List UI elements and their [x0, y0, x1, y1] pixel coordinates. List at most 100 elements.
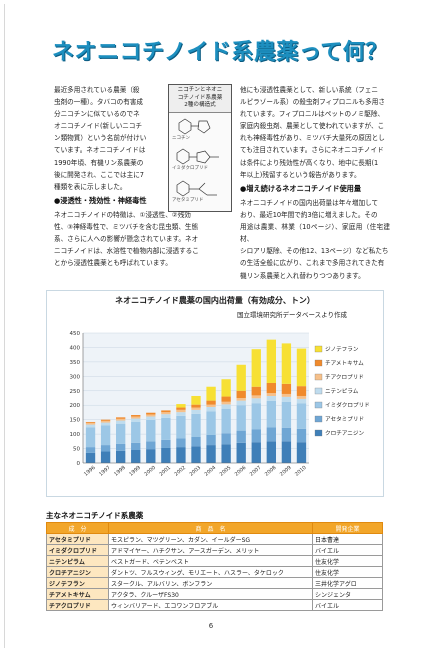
right-paragraph-2-line: 用途は農業、林業（10ページ）、家庭用（住宅建材、	[240, 223, 390, 244]
cell-company: バイエル	[312, 599, 383, 611]
bar-segment	[100, 451, 111, 463]
figure-title-line: ニコチンとネオニ	[177, 87, 223, 93]
legend-swatch	[314, 345, 323, 353]
left-paragraph-1-line: ン類物質）という名前が付けい	[54, 134, 147, 143]
bar-segment	[266, 382, 277, 394]
cell-product: スタークル、アルバリン、ボンフラン	[108, 577, 313, 589]
bar-segment	[191, 409, 201, 414]
table-header-ingredient: 成 分	[46, 522, 109, 534]
legend-label: チアクロプリド	[325, 374, 364, 381]
product-table: 成 分 商 品 名 開発企業 アセタミプリド モスピラン、マツグリーン、カダン、イ…	[46, 522, 383, 611]
bar-segment	[146, 412, 156, 415]
table-title: 主なネオニコチノイド系農薬	[46, 511, 144, 520]
bar-segment	[131, 416, 141, 419]
y-tick-label: 250	[70, 389, 81, 395]
right-paragraph-2-line: ネオニコチノイドの国内出荷量は年々増加して	[240, 199, 379, 207]
x-tick-label: 1997	[98, 465, 112, 478]
imidacloprid-ring-icon	[176, 148, 190, 165]
bar-segment	[296, 386, 307, 396]
bar-segment	[236, 364, 246, 391]
cell-ingredient: アセタミプリド	[46, 533, 109, 545]
bar-segment	[85, 427, 96, 448]
cell-ingredient: ニテンピラム	[46, 555, 109, 567]
bar-segment	[221, 404, 231, 409]
x-tick-label: 2004	[204, 465, 218, 478]
bar-segment	[146, 419, 156, 442]
x-tick-label: 2005	[219, 465, 233, 478]
bar-segment	[281, 343, 292, 384]
bar-segment	[115, 450, 126, 463]
legend-label: イミダクロプリド	[325, 401, 370, 409]
bar-segment	[146, 414, 156, 417]
cell-ingredient: イミダクロプリド	[46, 544, 109, 556]
bar-segment	[146, 441, 156, 450]
x-tick-label: 2008	[264, 465, 278, 478]
cell-company: シンジェンタ	[312, 588, 383, 600]
bar-segment	[131, 421, 141, 443]
figure-label-nicotine: ニコチン	[172, 136, 190, 141]
cell-ingredient: クロチアニジン	[46, 566, 109, 578]
structure-drawings	[176, 118, 219, 197]
bar-segment	[281, 396, 292, 402]
figure-title-line: 2種の構造式	[184, 102, 216, 109]
x-tick-label: 2009	[279, 465, 293, 478]
bar-segment	[281, 393, 292, 397]
bar-segment	[115, 423, 126, 444]
bar-segment	[236, 400, 246, 406]
bar-segment	[266, 393, 277, 396]
shipment-chart: ネオニコチノイド農薬の国内出荷量（有効成分、トン） 国立環境研究所データベースよ…	[46, 290, 384, 497]
page-edge	[4, 4, 417, 648]
left-paragraph-2-line: ネオニコチノイドの特徴は、①浸透性、②残効	[54, 211, 191, 219]
right-paragraph-2-line: おり、最近10年間で約3倍に増えました。その	[240, 211, 378, 220]
left-paragraph-2-line: 性、③神経毒性で、ミツバチを含む昆虫類、生態	[54, 223, 199, 232]
bar-segment	[161, 447, 171, 463]
table-row: チアメトキサム アクタラ、クルーザFS30 シンジェンタ	[46, 588, 383, 600]
bar-segment	[191, 413, 201, 437]
legend-label: クロチアニジン	[325, 430, 364, 437]
cell-company: バイエル	[312, 544, 383, 556]
bar-segment	[115, 418, 126, 421]
cell-company: 住友化学	[312, 555, 383, 567]
cell-product: アドマイヤー、ハチクサン、アースガーデン、メリット	[108, 544, 313, 556]
left-paragraph-1-line: オニコチノイド(新しいニコチ	[54, 122, 143, 131]
cell-ingredient: チアメトキサム	[46, 588, 109, 600]
bar-segment	[191, 437, 201, 447]
right-paragraph-1-line: 年以上)残留するという報告があります。	[240, 170, 361, 179]
x-tick-label: 2010	[294, 465, 308, 478]
cell-product: ウィンバリアード、エコワンフロアブル	[108, 599, 313, 611]
cell-product: モスピラン、マツグリーン、カダン、イールダーSG	[108, 533, 313, 545]
bar-segment	[236, 430, 246, 443]
heading-usage-increase: ●増え続けるネオニコチノイド使用量	[240, 184, 362, 193]
left-paragraph-1-line: 種類を表に示しました。	[54, 182, 127, 191]
bar-segment	[281, 401, 292, 428]
right-paragraph-2: ネオニコチノイドの国内出荷量は年々増加して おり、最近10年間で約3倍に増えました…	[240, 197, 390, 282]
bar-segment	[115, 443, 126, 451]
bar-segment	[266, 427, 277, 442]
bar-segment	[206, 404, 216, 407]
x-tick-label: 1996	[83, 465, 97, 478]
bar-segment	[131, 415, 141, 417]
table-row: ジノテフラン スタークル、アルバリン、ボンフラン 三井化学アグロ	[46, 577, 383, 589]
figure-label-imidacloprid: イミダクロプリド	[172, 166, 208, 171]
bar-segment	[236, 405, 246, 431]
pyrrolidine-ring-icon	[197, 120, 211, 134]
bar-segment	[236, 398, 246, 401]
cell-company: 三井化学アグロ	[312, 577, 383, 589]
bar-segment	[115, 417, 126, 419]
bar-segment	[251, 429, 261, 443]
cell-ingredient: チアクロプリド	[46, 599, 109, 611]
cell-company: 日本曹達	[312, 533, 383, 545]
cell-ingredient: ジノテフラン	[46, 577, 109, 589]
left-paragraph-1-line: 後に開発され、ここでは主に7	[54, 170, 144, 179]
bar-segment	[251, 398, 261, 404]
chart-title: ネオニコチノイド農薬の国内出荷量（有効成分、トン）	[115, 296, 315, 305]
legend-swatch	[314, 415, 323, 423]
left-paragraph-1-line: 虫剤の一種）。タバコの有害成	[54, 98, 144, 107]
right-paragraph-2-line: 機リン系農薬と入れ替わりつつあります。	[240, 271, 365, 280]
right-paragraph-1-line: 他にも浸透性農薬として、新しい系統（フェニ	[240, 86, 378, 94]
figure-label-acetamiprid: アセタミプリド	[172, 198, 204, 203]
bar-segment	[85, 422, 96, 425]
x-tick-label: 1999	[128, 465, 142, 478]
left-paragraph-1: 最近多用されている農薬（殺 虫剤の一種）。タバコの有害成 分ニコチンに似ているのでネ…	[54, 84, 166, 193]
